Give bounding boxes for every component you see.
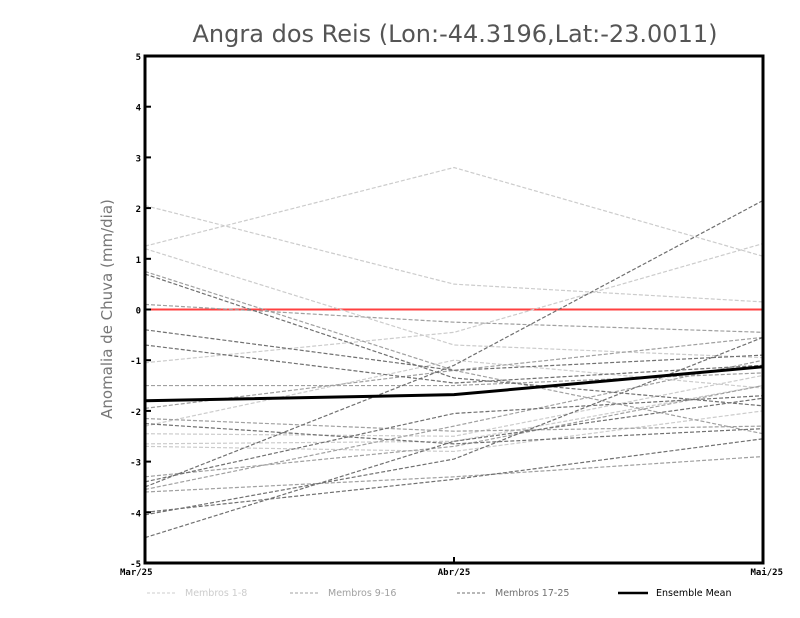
- member-line-15: [144, 455, 764, 493]
- y-tick-label: 4: [136, 104, 142, 114]
- y-tick-label: 0: [136, 307, 141, 317]
- legend: Membros 1-8 Membros 9-16 Membros 17-25 Ense…: [147, 588, 732, 599]
- member-line-25: [144, 422, 764, 445]
- member-line-3: [144, 248, 764, 359]
- y-tick-label: -2: [130, 408, 141, 418]
- member-line-20: [144, 344, 764, 384]
- y-tick-label: 3: [136, 154, 141, 164]
- member-line-14: [144, 359, 764, 491]
- member-line-16: [144, 336, 764, 409]
- member-line-18: [144, 273, 764, 407]
- y-tick-label: -3: [130, 459, 141, 469]
- axis-ticks: -5 -4 -3 -2 -1 0 1 2 3 4 5 Mar/25 Abr/25 Mai/25: [120, 53, 783, 578]
- legend-label: Membros 9-16: [328, 588, 396, 599]
- legend-label: Membros 17-25: [495, 588, 569, 599]
- member-line-11: [145, 372, 764, 387]
- member-line-5: [144, 374, 764, 437]
- member-line-10: [144, 303, 764, 333]
- member-line-23: [144, 336, 764, 516]
- y-tick-label: 1: [136, 256, 141, 266]
- y-tick-label: -5: [130, 560, 141, 570]
- series-lines: [144, 166, 764, 539]
- member-line-2: [144, 166, 764, 257]
- legend-label: Membros 1-8: [185, 588, 247, 599]
- member-line-8: [144, 359, 764, 427]
- member-line-7: [144, 410, 764, 453]
- member-line-24: [144, 397, 764, 539]
- member-line-12: [144, 417, 764, 432]
- x-tick-label: Mai/25: [750, 567, 783, 578]
- member-line-22: [144, 438, 764, 513]
- member-line-21: [144, 395, 764, 483]
- y-axis-label: Anomalia de Chuva (mm/dia): [98, 199, 116, 419]
- x-tick-label: Abr/25: [438, 568, 471, 578]
- member-line-9: [144, 270, 764, 435]
- member-line-17: [144, 199, 764, 488]
- member-line-6: [144, 384, 764, 445]
- member-line-13: [144, 384, 764, 478]
- y-tick-label: 2: [136, 205, 141, 215]
- ensemble-mean-line: [144, 365, 764, 403]
- member-line-1: [144, 204, 764, 303]
- legend-label: Ensemble Mean: [656, 588, 732, 599]
- chart-title: Angra dos Reis (Lon:-44.3196,Lat:-23.001…: [193, 20, 718, 48]
- y-tick-label: 5: [136, 53, 141, 63]
- y-tick-label: -1: [130, 357, 141, 367]
- member-line-4: [144, 243, 764, 364]
- y-tick-label: -4: [130, 509, 141, 519]
- member-line-19: [144, 329, 764, 371]
- x-tick-label: Mar/25: [120, 568, 153, 578]
